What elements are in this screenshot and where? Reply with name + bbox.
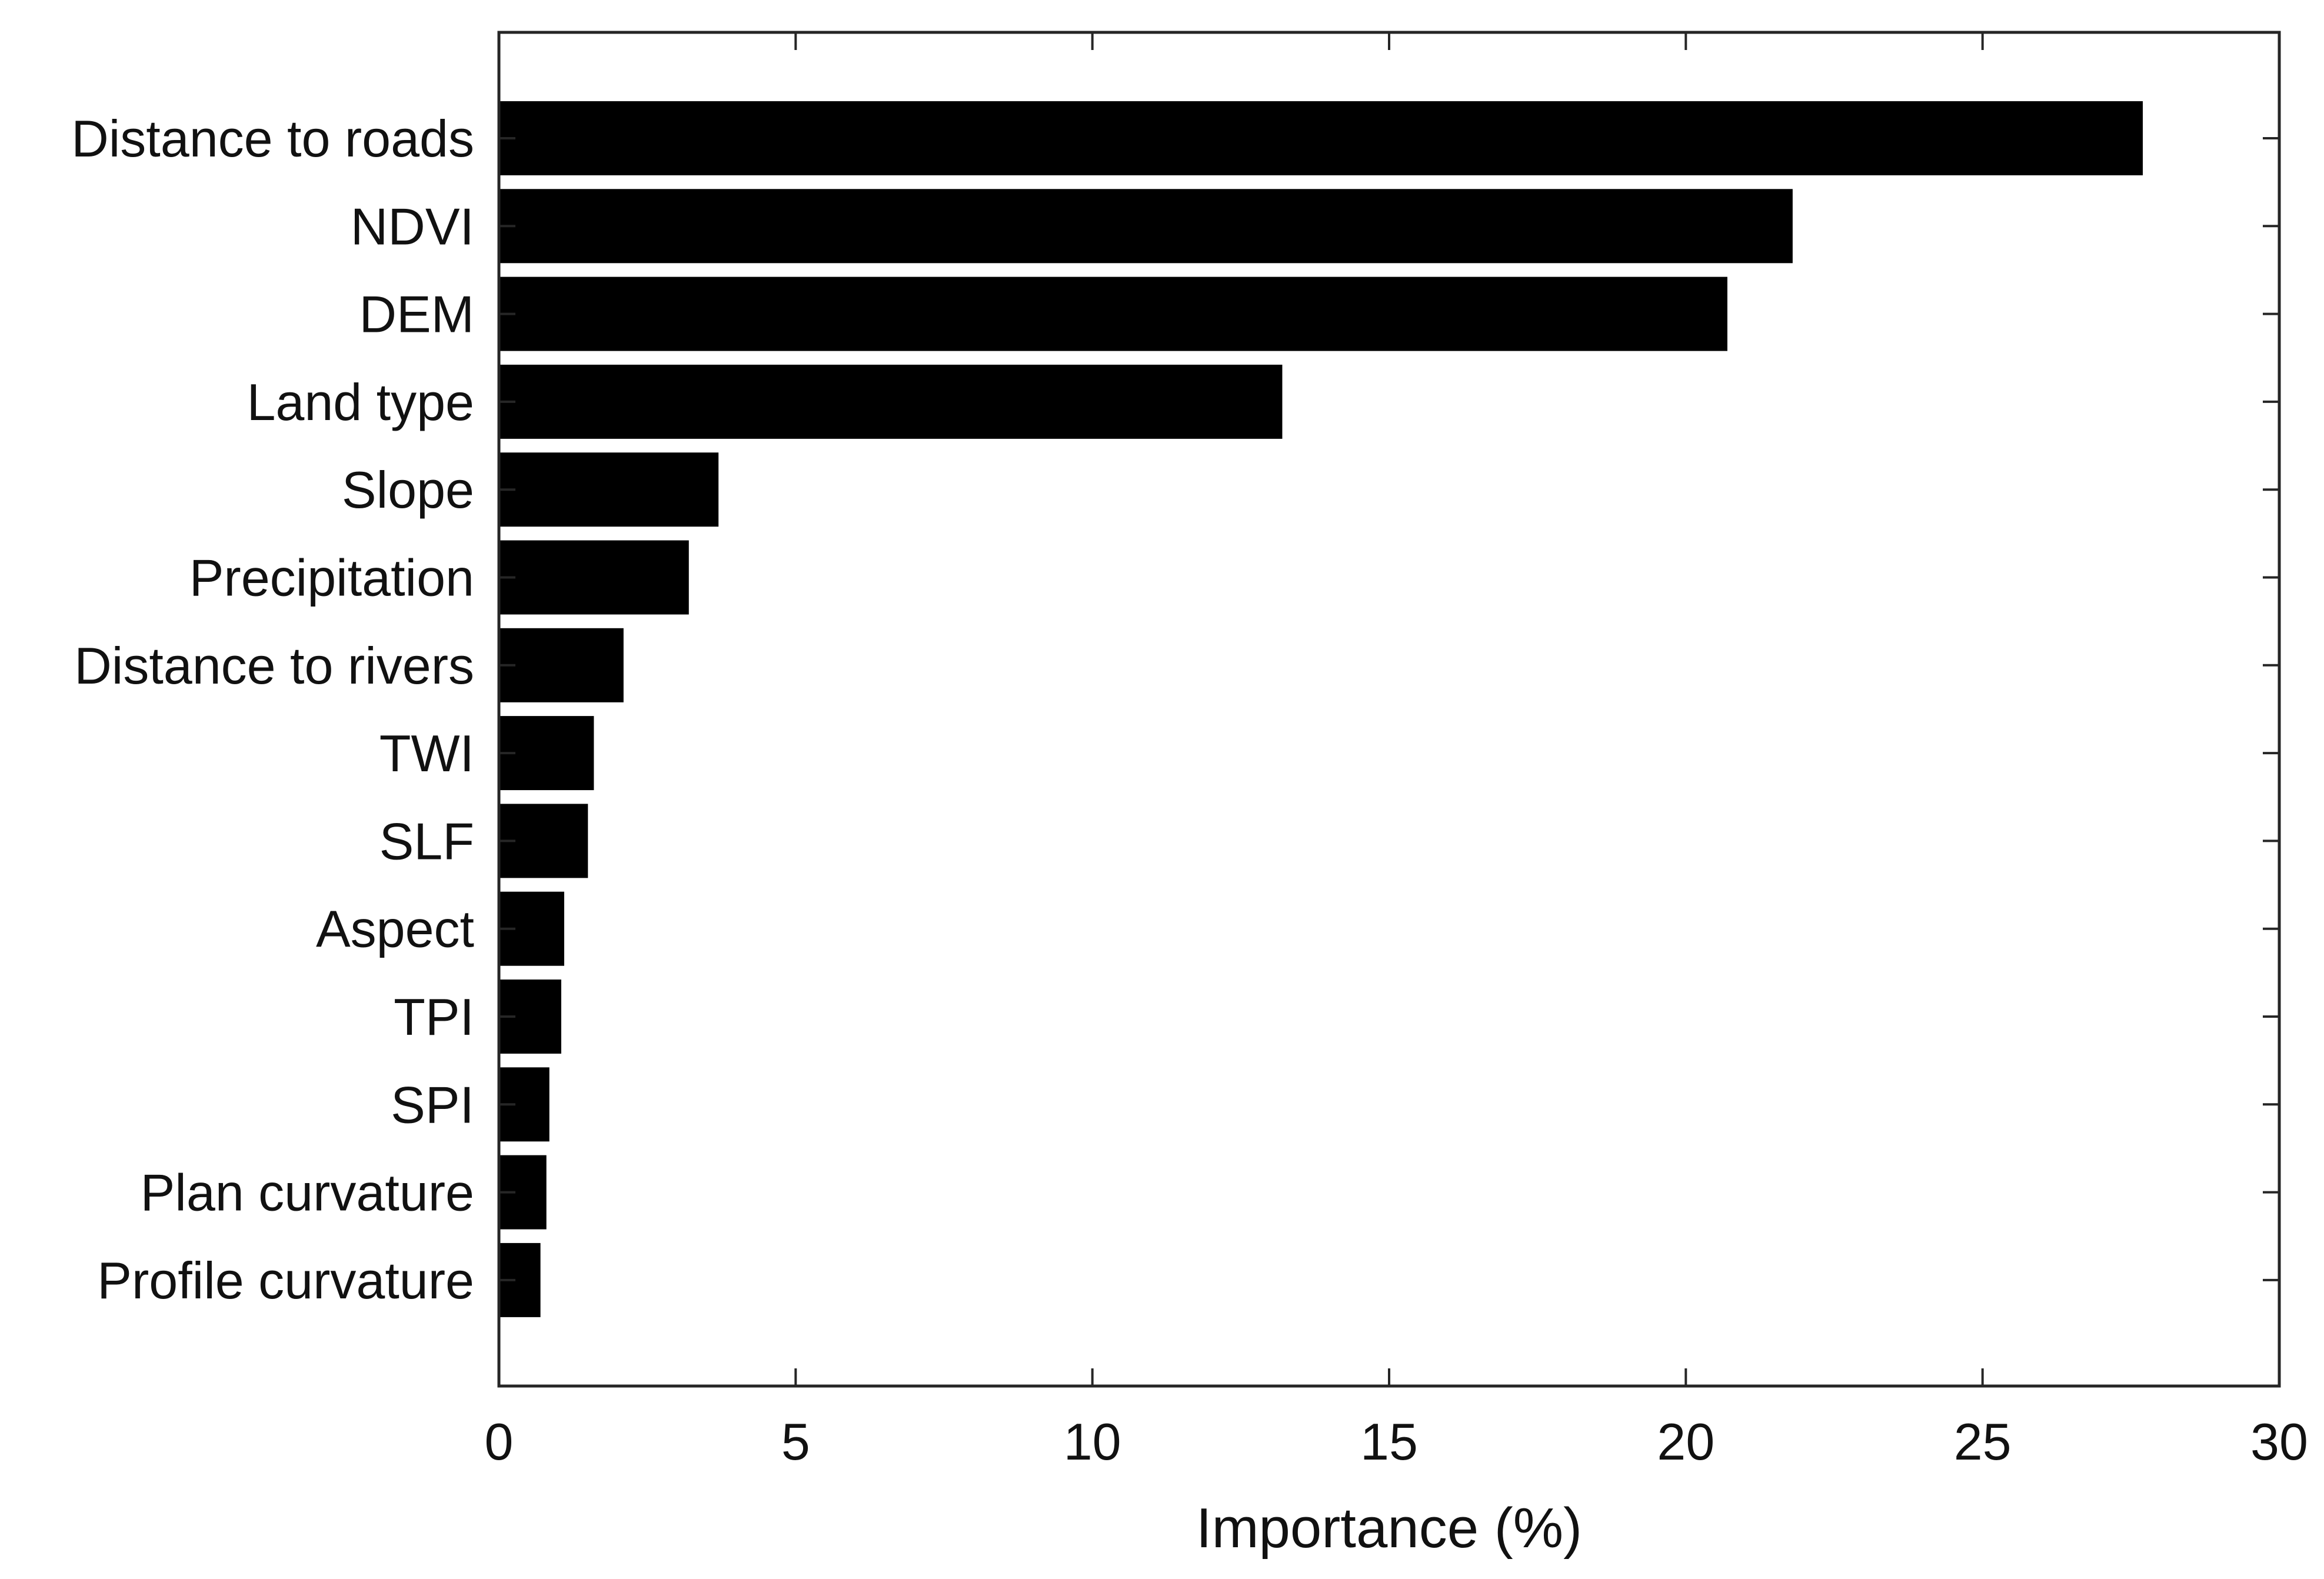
plot-frame <box>497 31 2281 1388</box>
bar-distance-to-roads <box>499 101 2143 175</box>
x-tick-label: 5 <box>781 1413 810 1471</box>
bar-land-type <box>499 364 1283 439</box>
y-tick-label: Profile curvature <box>97 1251 474 1310</box>
bar-ndvi <box>499 189 1793 264</box>
x-tick-label: 15 <box>1360 1413 1418 1471</box>
y-tick-label: Aspect <box>316 900 474 958</box>
x-tick-label: 10 <box>1064 1413 1121 1471</box>
bar-distance-to-rivers <box>499 628 624 702</box>
y-tick-label: TWI <box>379 724 474 782</box>
y-tick-label: Distance to rivers <box>74 637 474 695</box>
x-tick-label: 25 <box>1954 1413 2012 1471</box>
y-tick-label: DEM <box>359 285 474 344</box>
y-tick-label: Land type <box>247 373 474 431</box>
x-axis-title: Importance (%) <box>1196 1497 1582 1560</box>
labels-layer: Distance to roads NDVI DEM Land type Slope Pr… <box>71 109 2308 1471</box>
bars-layer <box>499 101 2143 1317</box>
y-tick-label: SPI <box>391 1075 474 1134</box>
bar-dem <box>499 277 1727 351</box>
y-tick-label: Precipitation <box>189 549 474 607</box>
bar-slope <box>499 452 719 527</box>
x-tick-label: 20 <box>1657 1413 1714 1471</box>
y-tick-label: Slope <box>342 461 474 519</box>
y-tick-label: NDVI <box>351 197 474 255</box>
y-tick-label: Plan curvature <box>141 1164 474 1222</box>
x-tick-label: 30 <box>2250 1413 2308 1471</box>
y-tick-label: Distance to roads <box>71 109 474 168</box>
y-tick-label: SLF <box>379 812 474 870</box>
bar-precipitation <box>499 540 689 615</box>
x-tick-label: 0 <box>485 1413 514 1471</box>
y-tick-label: TPI <box>394 988 474 1046</box>
